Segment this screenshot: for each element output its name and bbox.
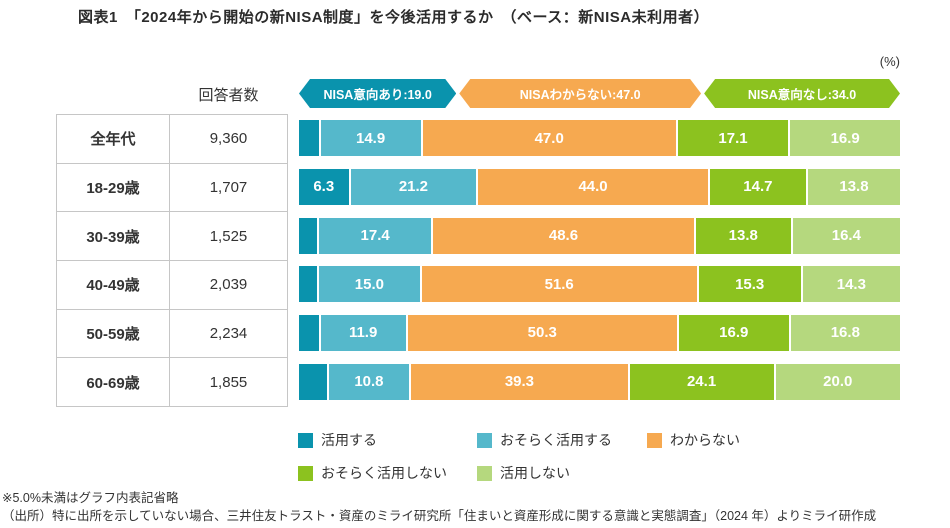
bar-segment [299,363,327,400]
bar-segment: 39.3 [411,363,628,400]
legend-item: おそらく活用する [477,430,647,450]
bar-row: 17.4 48.6 13.8 16.4 [299,211,900,260]
legend-item: おそらく活用しない [298,463,477,483]
age-label: 30-39歳 [57,212,170,260]
bar-segment: 50.3 [407,314,677,351]
bar-segment: 24.1 [629,363,774,400]
table-row: 30-39歳 1,525 [57,212,287,261]
bar: 14.9 47.0 17.1 16.9 [299,120,900,157]
bar: 10.8 39.3 24.1 20.0 [299,363,900,400]
bar-segment: 47.0 [422,120,676,157]
bar-row: 10.8 39.3 24.1 20.0 [299,357,900,406]
legend-label: おそらく活用する [500,432,612,448]
bar-segment: 16.8 [790,314,900,351]
respondent-count: 9,360 [209,130,248,148]
legend-label: 活用しない [500,465,570,481]
bar-segment: 10.8 [328,363,410,400]
legend-item: 活用しない [477,463,647,483]
respondent-count: 2,234 [209,324,248,342]
bar-segment [299,217,318,254]
respondent-count: 2,039 [209,276,248,294]
respondent-count: 1,525 [209,227,248,245]
bar-segment: 16.9 [790,120,900,157]
bar-segment: 48.6 [433,217,694,254]
bar-row: 6.3 21.2 44.0 14.7 13.8 [299,163,900,212]
legend-label: 活用する [321,432,377,448]
legend-swatch [477,465,492,481]
table-row: 50-59歳 2,234 [57,309,287,359]
bar-segment [299,266,318,303]
bar-segment: 16.9 [678,314,789,351]
summary-arrow: NISA意向あり:19.0 [299,79,456,108]
respondents-header: 回答者数 [198,87,259,104]
age-label: 50-59歳 [57,309,170,358]
summary-arrow: NISAわからない:47.0 [459,79,701,108]
bar-segment: 21.2 [350,168,477,205]
bar: 15.0 51.6 15.3 14.3 [299,266,900,303]
bar-segment: 13.8 [695,217,791,254]
age-label: 60-69歳 [57,358,170,406]
age-label: 全年代 [57,115,170,163]
bar-row: 11.9 50.3 16.9 16.8 [299,309,900,358]
legend-label: わからない [670,432,740,448]
summary-arrow-band: NISA意向あり:19.0 NISAわからない:47.0 NISA意向なし:34.0 [299,79,900,108]
legend-swatch [647,432,662,448]
bar-row: 14.9 47.0 17.1 16.9 [299,114,900,163]
legend: 活用する おそらく活用する わからないおそらく活用しない 活用しない [298,430,740,483]
bar-segment: 17.4 [319,217,432,254]
bar: 11.9 50.3 16.9 16.8 [299,314,900,351]
bar-segment: 16.4 [792,217,900,254]
respondent-count: 1,707 [209,178,248,196]
bar-segment: 51.6 [421,266,697,303]
age-label: 40-49歳 [57,260,170,309]
legend-item: 活用する [298,430,477,450]
bar-segment: 17.1 [677,120,789,157]
bar-segment: 20.0 [775,363,900,400]
respondents-table: 全年代 9,360 18-29歳 1,707 30-39歳 1,525 40-49歳 2,03… [56,114,288,407]
bar-segment: 13.8 [807,168,900,205]
chart-title: 図表1 「2024年から開始の新NISA制度」を今後活用するか （ベース：新NI… [78,9,710,26]
table-row: 40-49歳 2,039 [57,260,287,310]
bar-segment: 11.9 [320,314,406,351]
legend-swatch [477,432,492,448]
bar-segment: 15.0 [319,266,420,303]
percent-unit-label: (%) [879,54,900,69]
bar-segment: 44.0 [478,168,708,205]
legend-swatch [298,465,313,481]
legend-swatch [298,432,313,448]
footnote-threshold: ※5.0%未満はグラフ内表記省略 [2,491,179,505]
table-row: 60-69歳 1,855 [57,358,287,407]
bar-segment: 15.3 [698,266,801,303]
bar-segment: 14.9 [320,120,421,157]
bar-segment [299,314,319,351]
bar-segment: 14.7 [709,168,806,205]
stacked-bar-chart: 14.9 47.0 17.1 16.9 6.3 21.2 44.0 14.7 13.8 17.4 4… [299,114,900,406]
bar: 17.4 48.6 13.8 16.4 [299,217,900,254]
summary-arrow: NISA意向なし:34.0 [704,79,900,108]
bar-segment: 6.3 [299,168,349,205]
footnote-source: （出所）特に出所を示していない場合、三井住友トラスト・資産のミライ研究所「住まい… [2,509,877,523]
age-label: 18-29歳 [57,163,170,212]
legend-label: おそらく活用しない [321,465,447,481]
respondent-count: 1,855 [209,373,248,391]
legend-item: わからない [647,430,740,450]
bar-segment: 14.3 [802,266,900,303]
bar-row: 15.0 51.6 15.3 14.3 [299,260,900,309]
table-row: 全年代 9,360 [57,115,287,164]
bar-segment [299,120,319,157]
table-row: 18-29歳 1,707 [57,163,287,213]
bar: 6.3 21.2 44.0 14.7 13.8 [299,168,900,205]
